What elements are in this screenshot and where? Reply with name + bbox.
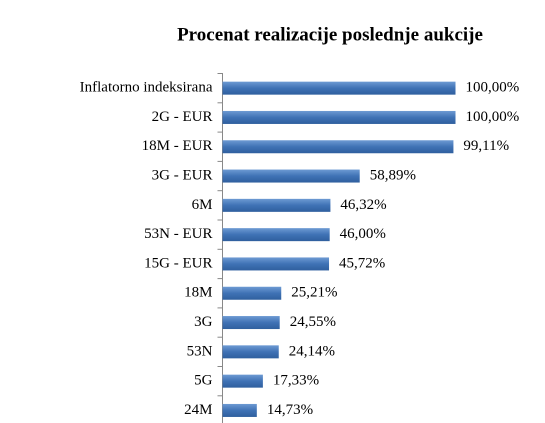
data-label: 46,00% [340,226,386,242]
y-tick-label: 18M - EUR [142,138,213,154]
bar [222,403,257,417]
data-label: 99,11% [463,138,509,154]
bar [222,345,279,359]
bar [222,169,360,183]
bar [222,140,454,154]
data-label: 24,14% [289,343,335,359]
data-label: 46,32% [340,197,386,213]
bar [222,81,456,95]
y-tick-label: 53N - EUR [144,226,212,242]
y-tick-label: Inflatorno indeksirana [80,80,213,96]
y-tick-label: 53N [187,343,213,359]
data-label: 25,21% [291,285,337,301]
y-tick-label: 5G [194,373,213,389]
y-tick-label: 3G - EUR [152,167,213,183]
y-tick-label: 6M [192,197,213,213]
bar [222,257,330,271]
bar [222,110,456,124]
data-label: 100,00% [466,80,520,96]
chart-title: Procenat realizacije poslednje aukcije [177,24,483,45]
data-label: 14,73% [267,402,313,418]
data-label: 24,55% [290,314,336,330]
bar [222,286,282,300]
bar [222,374,263,388]
bar [222,316,280,330]
data-label: 17,33% [273,373,319,389]
y-tick-label: 2G - EUR [152,109,213,125]
bar [222,228,330,242]
y-tick-label: 15G - EUR [144,255,212,271]
y-tick-label: 3G [194,314,213,330]
y-tick-label: 18M [184,285,212,301]
y-tick-label: 24M [184,402,212,418]
data-label: 100,00% [466,109,520,125]
bar [222,198,331,212]
data-label: 45,72% [339,255,385,271]
data-label: 58,89% [370,167,416,183]
